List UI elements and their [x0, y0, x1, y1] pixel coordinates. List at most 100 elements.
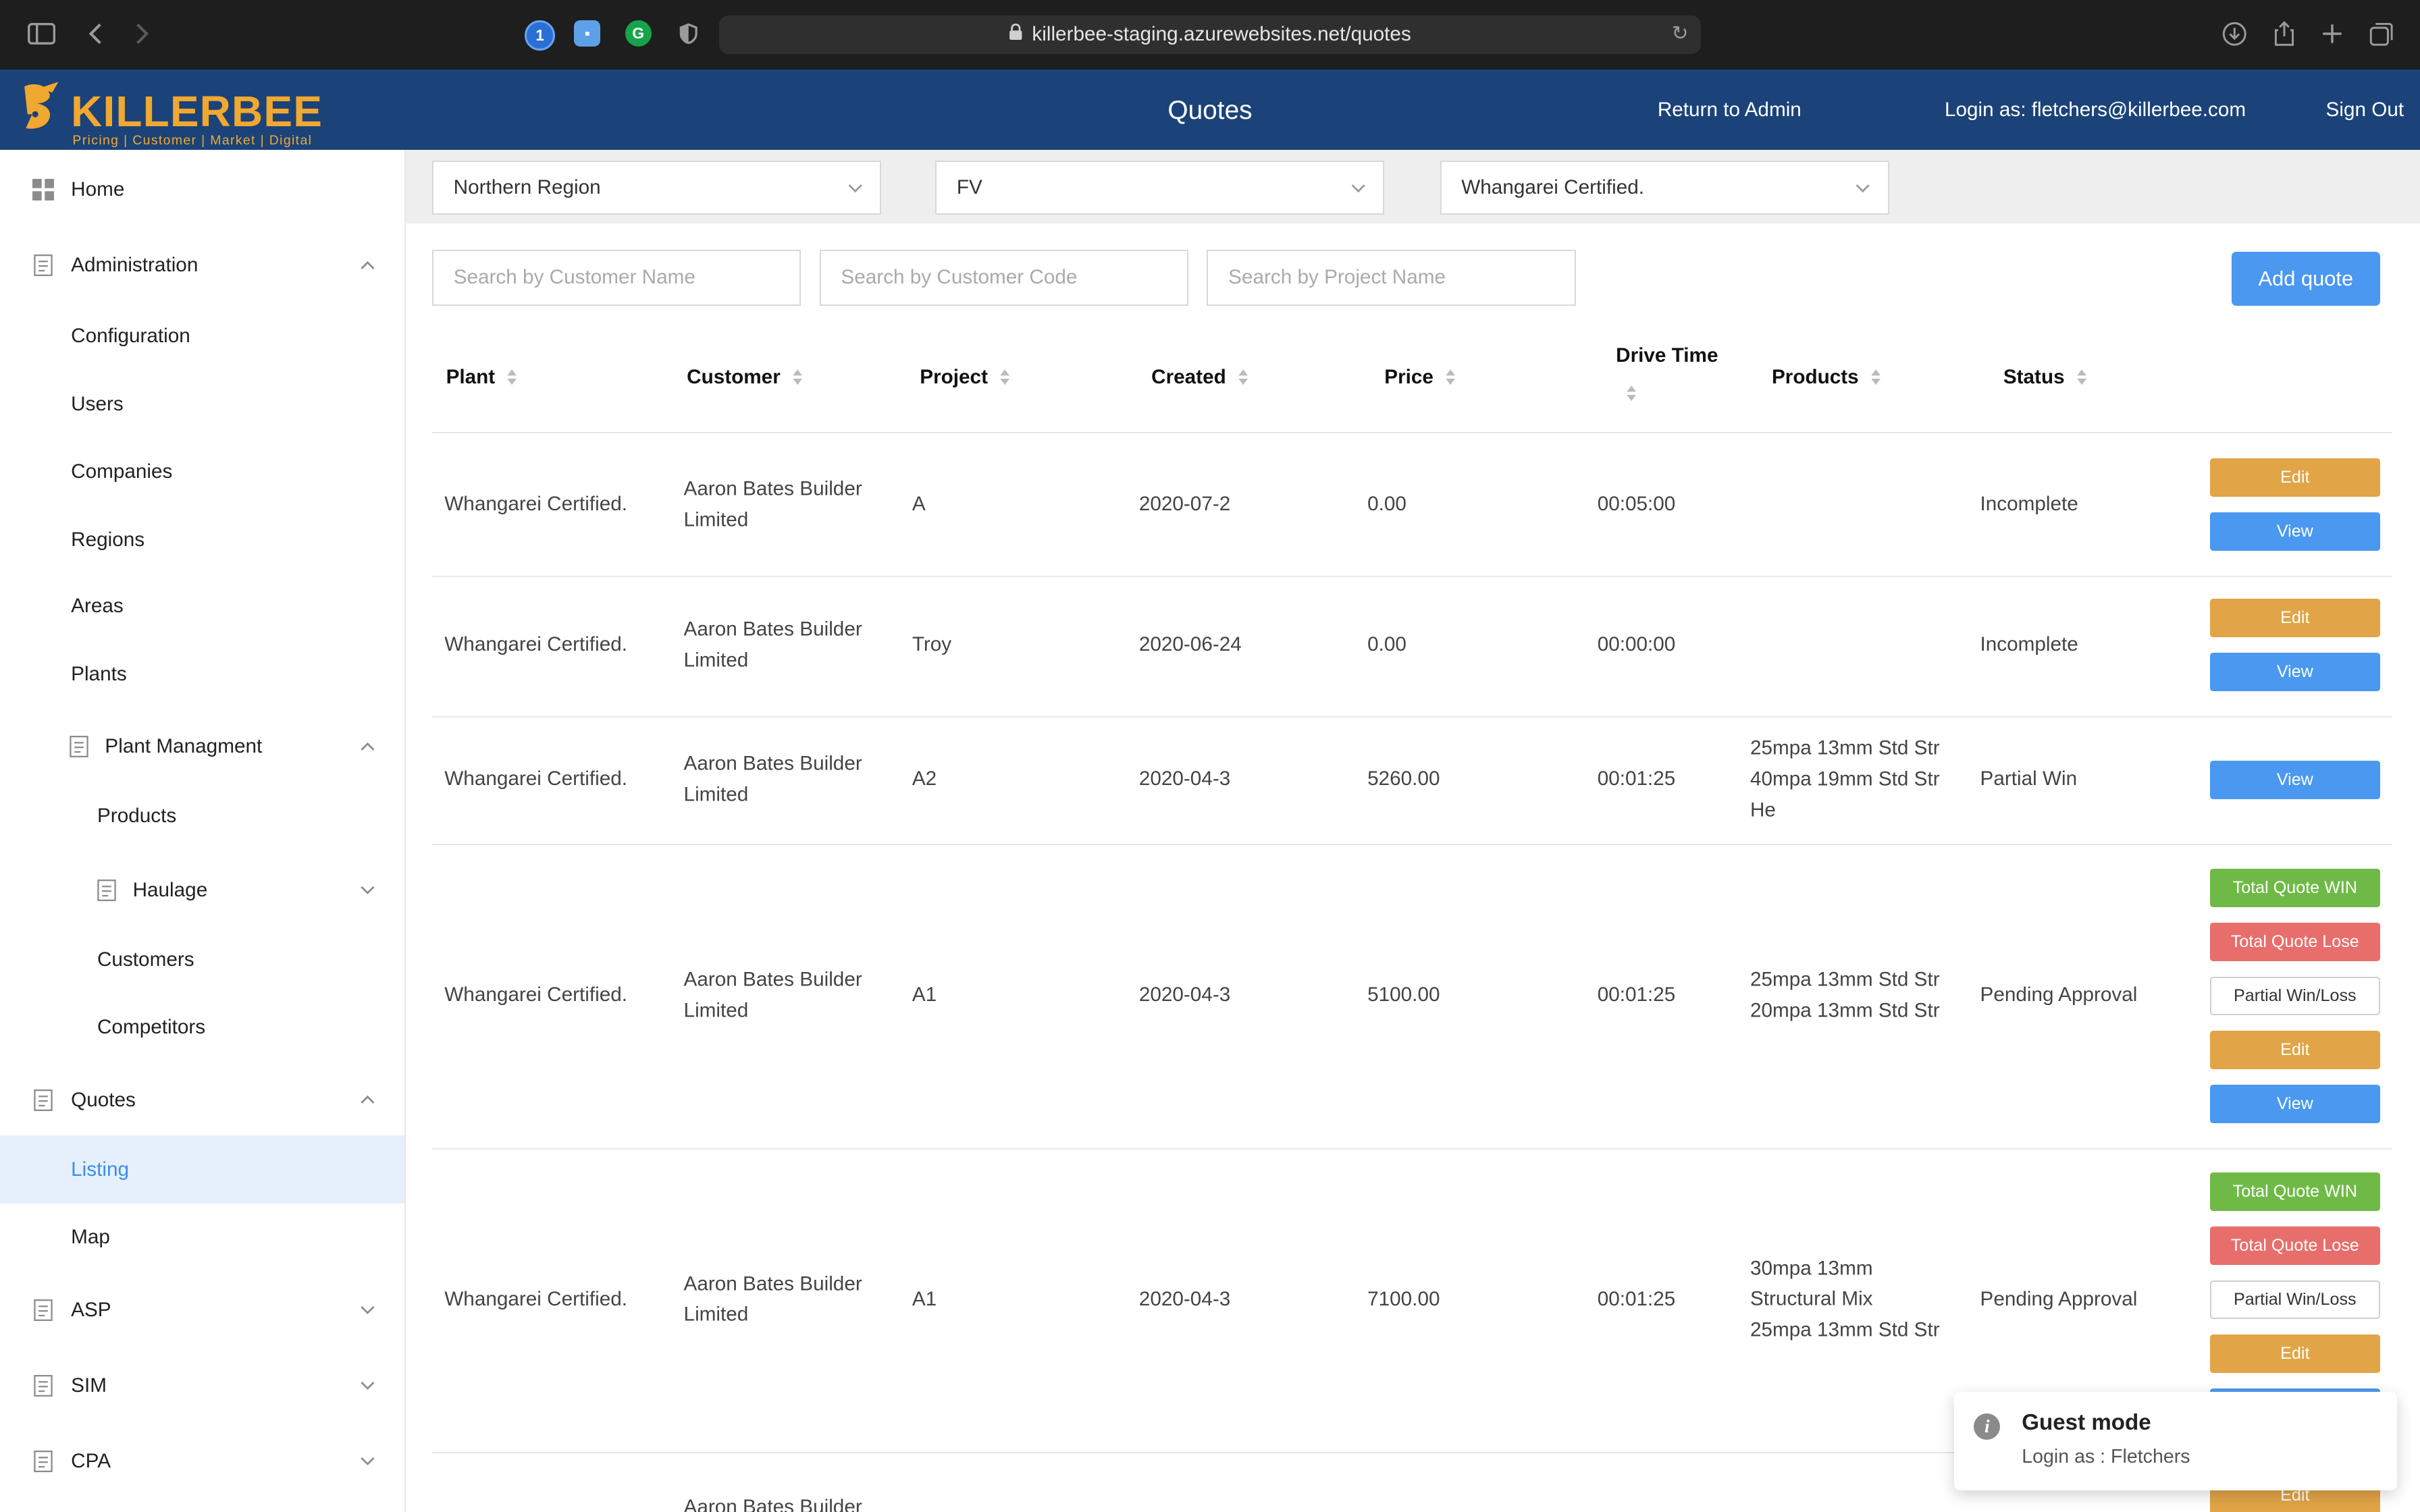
column-header-created[interactable]: Created — [1151, 366, 1249, 389]
column-header-plant[interactable]: Plant — [446, 366, 519, 389]
add-quote-button[interactable]: Add quote — [2232, 251, 2380, 306]
new-tab-icon[interactable] — [2315, 17, 2349, 51]
sidebar-item-quotes[interactable]: Quotes — [0, 1080, 404, 1120]
cell-status: Incomplete — [1980, 493, 2078, 516]
column-header-status[interactable]: Status — [2003, 366, 2088, 389]
total-quote-win-button[interactable]: Total Quote WIN — [2210, 868, 2380, 907]
product-line: 20mpa 13mm Std Str — [1750, 999, 1940, 1022]
cell-price: 5260.00 — [1367, 767, 1440, 790]
sidebar-item-regions[interactable]: Regions — [0, 520, 404, 560]
sidebar-item-administration[interactable]: Administration — [0, 245, 404, 285]
view-button[interactable]: View — [2210, 1084, 2380, 1123]
sidebar-item-label: CPA — [71, 1449, 111, 1472]
column-header-products[interactable]: Products — [1772, 366, 1882, 389]
sort-icon[interactable] — [506, 368, 518, 386]
partial-win-loss-button[interactable]: Partial Win/Loss — [2210, 976, 2380, 1015]
code-select[interactable]: FV — [935, 160, 1385, 215]
killerbee-logo[interactable]: KILLERBEE Pricing | Customer | Market | … — [18, 77, 327, 148]
project-name-search-input[interactable] — [1207, 250, 1576, 306]
sort-icon[interactable] — [999, 368, 1011, 386]
sidebar-item-customers[interactable]: Customers — [0, 940, 404, 979]
back-icon[interactable] — [79, 17, 113, 51]
page-title: Quotes — [1167, 95, 1253, 125]
cell-plant: Whangarei Certified. — [444, 767, 628, 790]
sidebar-item-label: Haulage — [132, 878, 208, 901]
sidebar-item-plants[interactable]: Plants — [0, 654, 404, 694]
sidebar-item-sim[interactable]: SIM — [0, 1366, 404, 1405]
sort-icon[interactable] — [2076, 368, 2088, 386]
partial-win-loss-button[interactable]: Partial Win/Loss — [2210, 1280, 2380, 1320]
sidebar-item-haulage[interactable]: Haulage — [0, 870, 404, 910]
product-line: He — [1750, 799, 1776, 821]
customer-line: Limited — [683, 783, 749, 806]
column-header-label: Created — [1151, 365, 1226, 388]
sidebar-item-users[interactable]: Users — [0, 384, 404, 424]
edit-button[interactable]: Edit — [2210, 458, 2380, 497]
share-icon[interactable] — [2267, 17, 2301, 51]
cell-drive-time: 00:00:00 — [1597, 633, 1676, 656]
cell-price: 0.00 — [1367, 493, 1406, 516]
sidebar-item-plant-management[interactable]: Plant Managment — [0, 727, 404, 767]
sidebar-item-map[interactable]: Map — [0, 1217, 404, 1257]
cell-project: A1 — [912, 1287, 937, 1310]
total-quote-lose-button[interactable]: Total Quote Lose — [2210, 1226, 2380, 1266]
sort-icon[interactable] — [1444, 368, 1456, 386]
return-to-admin-link[interactable]: Return to Admin — [1657, 99, 1801, 122]
chevron-down-icon — [360, 886, 375, 895]
view-button[interactable]: View — [2210, 512, 2380, 551]
view-button[interactable]: View — [2210, 652, 2380, 691]
sidebar-item-areas[interactable]: Areas — [0, 587, 404, 626]
tab-overview-icon[interactable] — [2365, 17, 2398, 51]
edit-button[interactable]: Edit — [2210, 598, 2380, 637]
cell-customer: Aaron Bates Builder Limited — [684, 1268, 862, 1330]
lock-icon — [1009, 23, 1023, 46]
sign-out-link[interactable]: Sign Out — [2325, 99, 2404, 122]
view-button[interactable]: View — [2210, 760, 2380, 799]
forward-icon[interactable] — [125, 17, 159, 51]
sidebar-item-competitors[interactable]: Competitors — [0, 1008, 404, 1048]
sidebar-item-configuration[interactable]: Configuration — [0, 317, 404, 356]
column-header-price[interactable]: Price — [1384, 366, 1456, 389]
customer-line: Aaron Bates Builder — [683, 618, 862, 641]
sort-icon[interactable] — [1870, 368, 1882, 386]
sort-icon[interactable] — [1625, 384, 1637, 402]
address-bar[interactable]: killerbee-staging.azurewebsites.net/quot… — [719, 15, 1701, 54]
reload-icon[interactable]: ↻ — [1671, 22, 1689, 45]
cell-status: Partial Win — [1980, 767, 2078, 790]
document-icon — [34, 1089, 53, 1111]
edit-button[interactable]: Edit — [2210, 1030, 2380, 1069]
region-select-value: Northern Region — [453, 176, 601, 198]
cell-created: 2020-04-3 — [1138, 983, 1231, 1006]
sidebar-toggle-icon[interactable] — [25, 17, 59, 51]
sidebar-item-home[interactable]: Home — [0, 169, 404, 209]
column-header-drive-time[interactable]: Drive Time — [1616, 344, 1718, 367]
customer-name-search-input[interactable] — [431, 250, 801, 306]
document-icon — [69, 736, 88, 758]
sidebar-item-asp[interactable]: ASP — [0, 1290, 404, 1330]
customer-code-search-input[interactable] — [819, 250, 1188, 306]
sidebar-item-products[interactable]: Products — [0, 796, 404, 836]
region-select[interactable]: Northern Region — [431, 160, 882, 215]
grammarly-icon[interactable]: G — [625, 20, 652, 47]
column-header-customer[interactable]: Customer — [687, 366, 804, 389]
chevron-down-icon — [848, 184, 862, 193]
1password-icon[interactable]: 1 — [525, 20, 555, 51]
bitwarden-icon[interactable]: ▪ — [574, 20, 601, 47]
total-quote-lose-button[interactable]: Total Quote Lose — [2210, 922, 2380, 961]
chevron-up-icon — [360, 261, 375, 269]
sort-icon[interactable] — [791, 368, 804, 386]
sidebar-item-listing[interactable]: Listing — [0, 1135, 404, 1204]
total-quote-win-button[interactable]: Total Quote WIN — [2210, 1172, 2380, 1212]
edit-button[interactable]: Edit — [2210, 1334, 2380, 1374]
plant-select[interactable]: Whangarei Certified. — [1440, 160, 1889, 215]
downloads-icon[interactable] — [2218, 17, 2252, 51]
column-header-project[interactable]: Project — [920, 366, 1011, 389]
shield-icon[interactable] — [671, 17, 705, 51]
product-line: 40mpa 19mm Std Str — [1750, 767, 1940, 790]
cell-plant: Whangarei Certified. — [444, 983, 628, 1006]
sort-icon[interactable] — [1237, 368, 1249, 386]
code-select-value: FV — [956, 176, 982, 198]
sidebar-item-companies[interactable]: Companies — [0, 452, 404, 492]
browser-toolbar: 1 ▪ G killerbee-staging.azurewebsites.ne… — [0, 0, 2420, 70]
sidebar-item-cpa[interactable]: CPA — [0, 1441, 404, 1481]
